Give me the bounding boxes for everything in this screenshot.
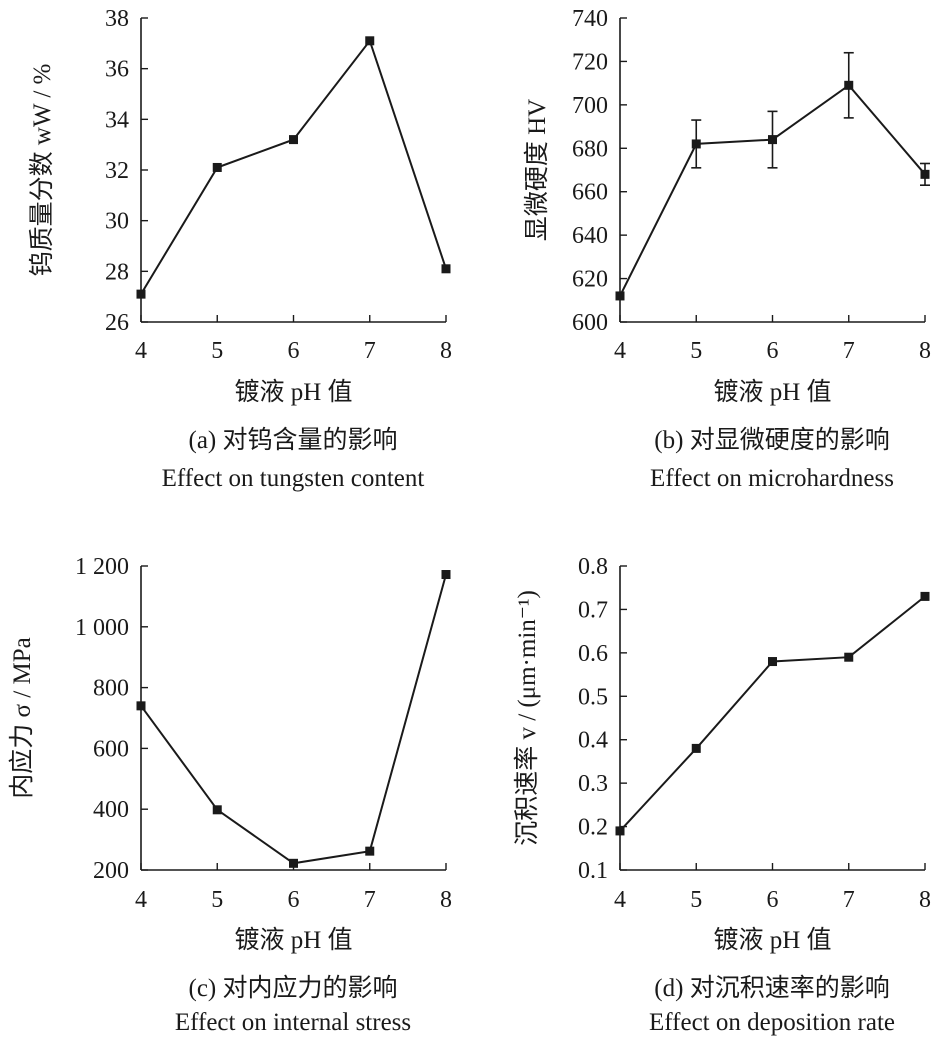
data-point — [441, 570, 451, 580]
data-point — [844, 652, 854, 662]
data-point — [615, 826, 625, 836]
caption-english: Effect on microhardness — [650, 465, 894, 492]
data-point — [365, 36, 375, 46]
data-point — [920, 169, 930, 179]
x-axis-title: 镀液 pH 值 — [713, 926, 831, 954]
y-tick-label: 36 — [105, 57, 129, 83]
x-tick-label: 8 — [440, 887, 452, 913]
x-tick-label: 6 — [288, 887, 300, 913]
y-axis-title: 钨质量分数 wW / % — [28, 64, 56, 277]
x-tick-label: 4 — [135, 887, 147, 913]
y-tick-label: 740 — [572, 6, 608, 32]
y-tick-label: 640 — [572, 223, 608, 249]
chart-panel-d: 0.1 0.2 0.3 0.4 0.5 0.6 0.7 0.8 4 5 6 7 8 沉积速率 v / (μ… — [513, 554, 931, 1036]
y-tick-label: 600 — [572, 310, 608, 336]
caption-chinese: (c) 对内应力的影响 — [189, 974, 398, 1002]
x-tick-label: 5 — [690, 338, 702, 364]
x-tick-label: 6 — [288, 338, 300, 364]
y-tick-label: 0.2 — [578, 815, 608, 841]
y-tick-label: 0.3 — [578, 771, 608, 797]
caption-chinese: (b) 对显微硬度的影响 — [654, 426, 889, 454]
x-tick-label: 4 — [614, 887, 626, 913]
y-tick-label: 28 — [105, 259, 129, 285]
y-axis-title: 显微硬度 HV — [523, 99, 551, 241]
chart-panel-a: 26 28 30 32 34 36 38 4 5 6 7 8 钨质量分数 wW / % 镀液 pH 值 (a… — [28, 6, 452, 492]
x-tick-label: 6 — [767, 887, 779, 913]
x-axis-title: 镀液 pH 值 — [234, 926, 352, 954]
y-tick-label: 800 — [93, 676, 129, 702]
data-point — [920, 591, 930, 601]
y-tick-label: 600 — [93, 736, 129, 762]
x-tick-label: 8 — [440, 338, 452, 364]
y-tick-label: 0.5 — [578, 684, 608, 710]
y-tick-label: 30 — [105, 209, 129, 235]
data-point — [844, 80, 854, 90]
y-tick-label: 0.1 — [578, 858, 608, 884]
x-tick-label: 5 — [211, 338, 223, 364]
y-tick-label: 34 — [105, 107, 129, 133]
y-tick-label: 400 — [93, 797, 129, 823]
y-tick-label: 1 000 — [75, 615, 129, 641]
data-point — [289, 858, 298, 868]
x-tick-label: 5 — [211, 887, 223, 913]
data-point — [136, 701, 146, 711]
y-tick-label: 660 — [572, 180, 608, 206]
data-point — [615, 291, 625, 301]
x-tick-label: 7 — [843, 887, 855, 913]
y-tick-label: 700 — [572, 93, 608, 119]
y-tick-label: 720 — [572, 49, 608, 75]
x-tick-label: 7 — [364, 338, 376, 364]
data-point — [365, 846, 375, 856]
y-tick-label: 620 — [572, 267, 608, 293]
caption-english: Effect on internal stress — [175, 1009, 411, 1036]
x-tick-label: 4 — [135, 338, 147, 364]
x-tick-label: 7 — [843, 338, 855, 364]
chart-panel-c: 200 400 600 800 1 000 1 200 4 5 6 7 8 内应力 σ / MPa 镀液… — [8, 554, 452, 1036]
x-tick-label: 6 — [767, 338, 779, 364]
series-line — [140, 38, 447, 295]
y-axis-title: 内应力 σ / MPa — [8, 637, 36, 798]
x-tick-label: 8 — [919, 338, 931, 364]
data-point — [768, 135, 777, 145]
x-tick-label: 8 — [919, 887, 931, 913]
y-tick-label: 200 — [93, 858, 129, 884]
y-tick-label: 26 — [105, 310, 129, 336]
caption-english: Effect on deposition rate — [649, 1009, 895, 1036]
x-tick-label: 4 — [614, 338, 626, 364]
x-tick-label: 5 — [690, 887, 702, 913]
data-point — [289, 135, 298, 145]
y-tick-label: 32 — [105, 158, 129, 184]
caption-english: Effect on tungsten content — [162, 465, 425, 492]
y-tick-label: 0.8 — [578, 554, 608, 580]
data-point — [441, 264, 451, 274]
caption-chinese: (d) 对沉积速率的影响 — [654, 974, 889, 1002]
y-tick-label: 0.4 — [578, 728, 608, 754]
y-tick-label: 1 200 — [75, 554, 129, 580]
y-axis-title: 沉积速率 v / (μm·min⁻¹) — [513, 590, 541, 846]
y-tick-label: 0.6 — [578, 641, 608, 667]
y-tick-label: 680 — [572, 136, 608, 162]
y-tick-label: 38 — [105, 6, 129, 32]
caption-chinese: (a) 对钨含量的影响 — [189, 426, 398, 454]
data-point — [212, 162, 222, 172]
data-point — [691, 743, 701, 753]
data-point — [691, 139, 701, 149]
series-line — [619, 595, 926, 832]
x-axis-title: 镀液 pH 值 — [234, 378, 352, 406]
data-point — [768, 657, 777, 667]
series-line — [140, 574, 447, 865]
data-point — [136, 289, 146, 299]
chart-panel-b: 600 620 640 660 680 700 720 740 4 5 6 7 8 显微硬度 HV 镀液 p… — [523, 6, 931, 492]
x-axis-title: 镀液 pH 值 — [713, 378, 831, 406]
y-tick-label: 0.7 — [578, 597, 608, 623]
data-point — [212, 805, 222, 815]
x-tick-label: 7 — [364, 887, 376, 913]
